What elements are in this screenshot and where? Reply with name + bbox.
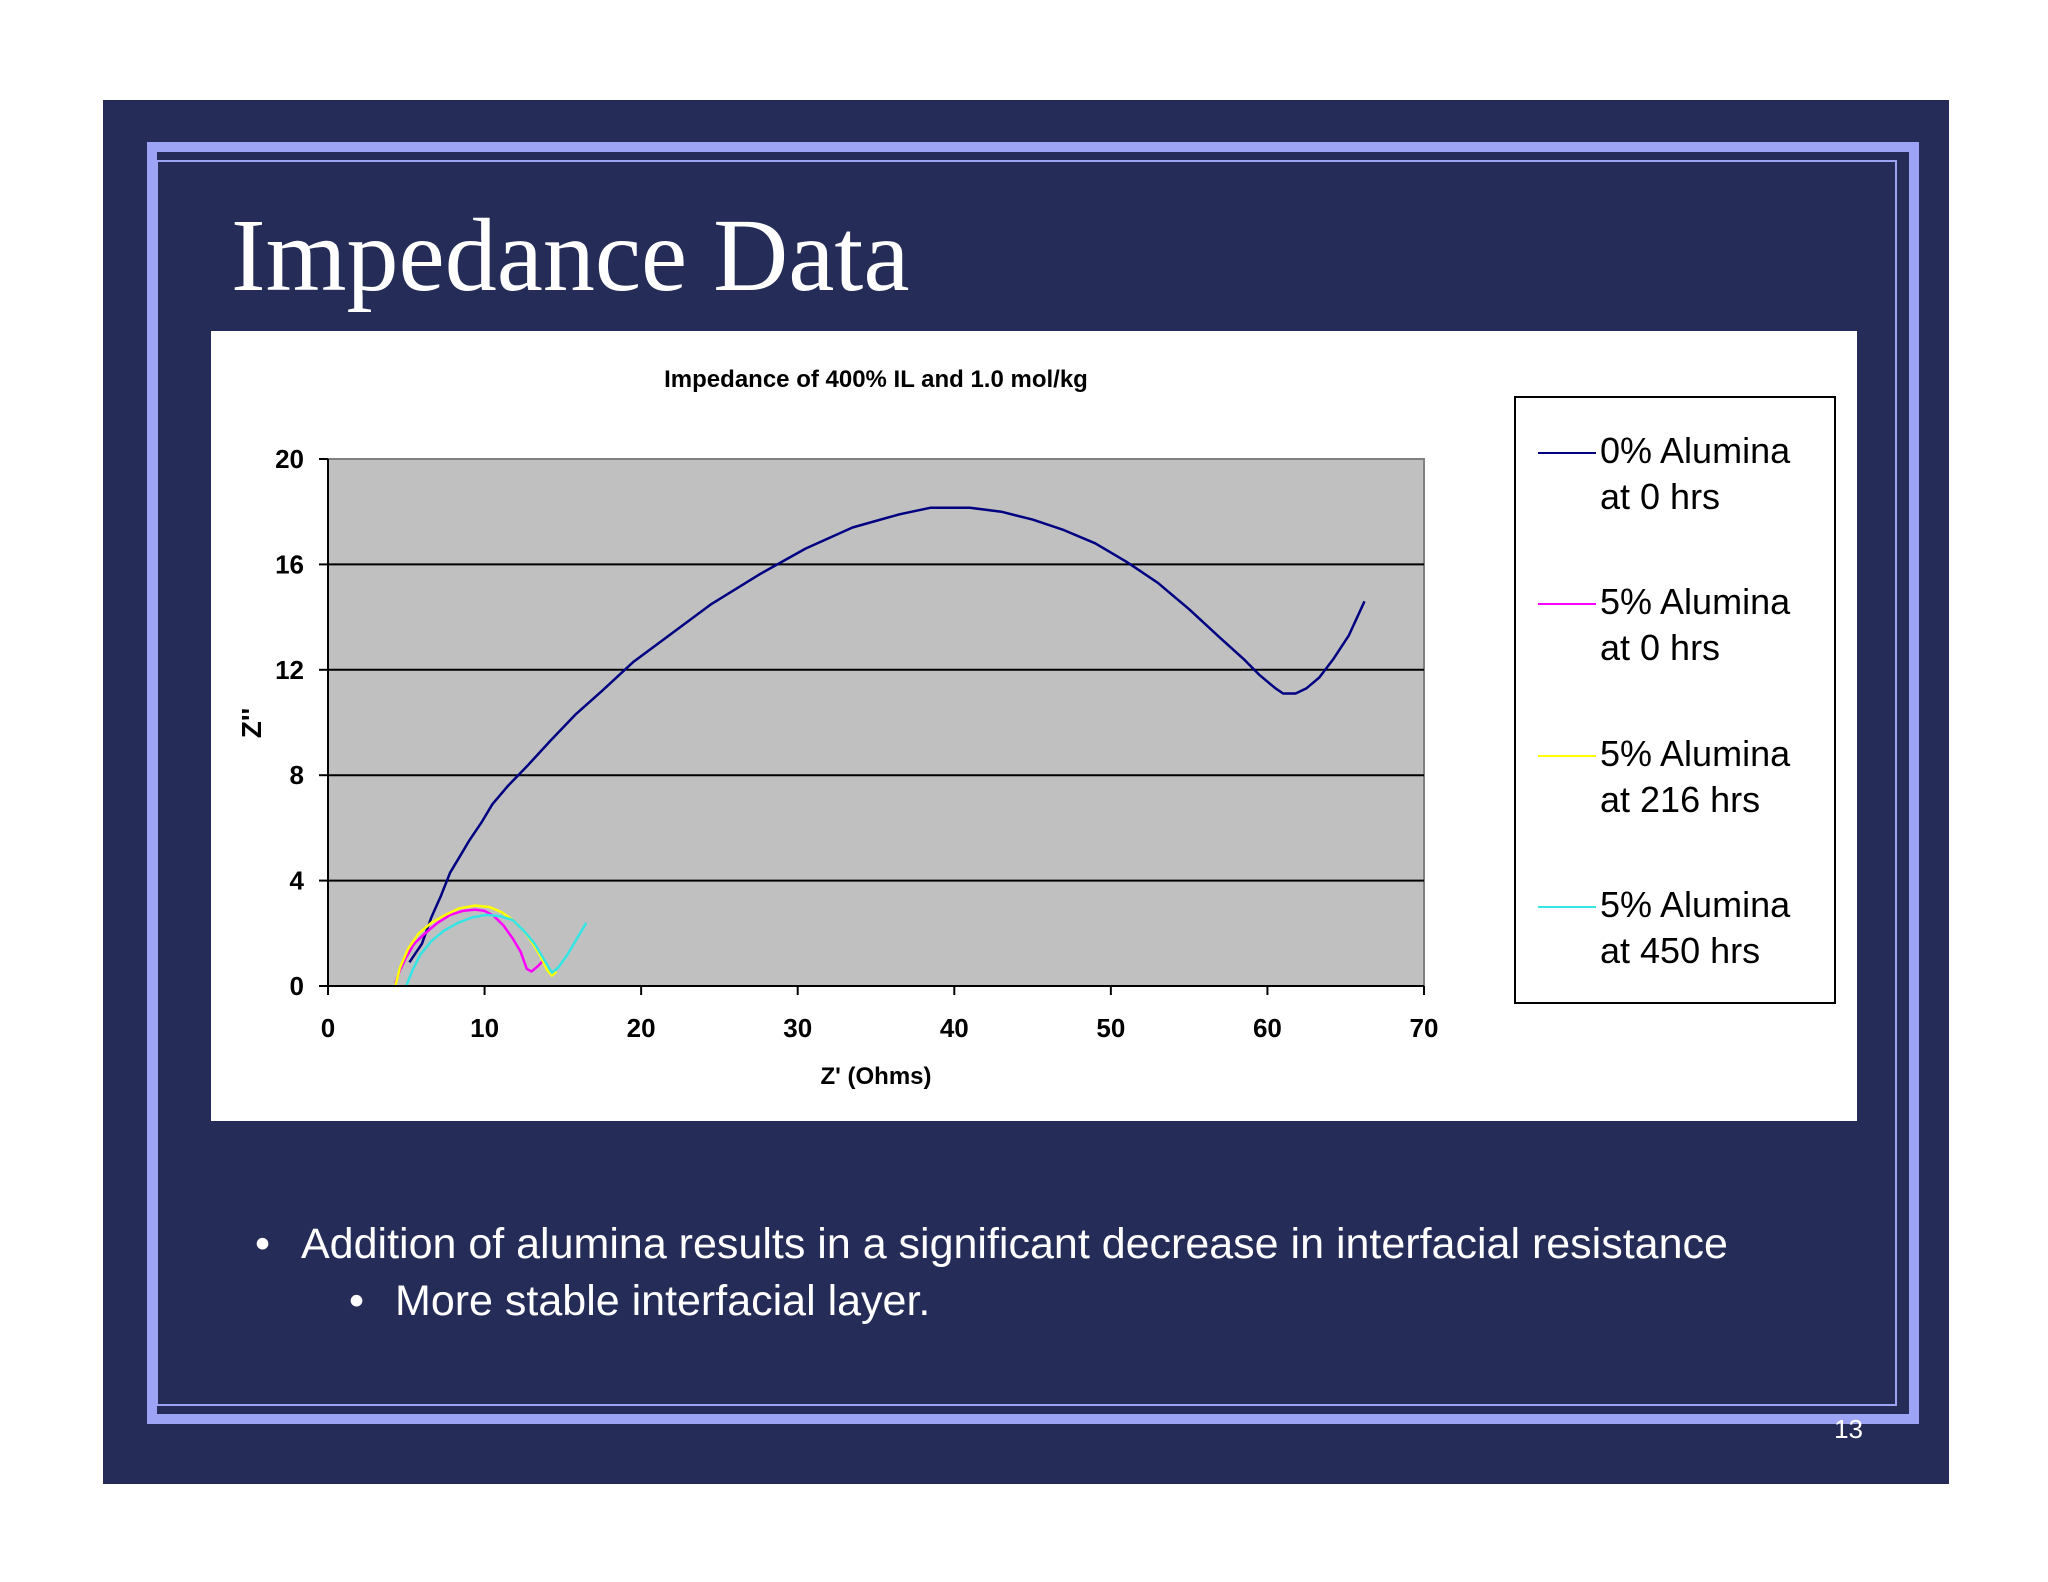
y-tick-label: 16 — [275, 549, 304, 579]
series-line — [408, 506, 1366, 963]
legend-swatch — [1538, 755, 1596, 757]
y-tick-label: 8 — [290, 760, 304, 790]
x-tick-label: 20 — [627, 1013, 656, 1043]
chart-panel: 0 10 20 30 40 50 60 70 0 4 8 12 16 20 Impedance of 40… — [211, 331, 1857, 1121]
slide-frame-outer — [147, 142, 1919, 1424]
tick-labels: 0 10 20 30 40 50 60 70 0 4 8 12 16 20 — [275, 444, 1438, 1043]
legend-swatch — [1538, 452, 1596, 454]
slide: Impedance Data 0 10 20 30 40 50 60 70 0 4 8 12 16 20 … — [103, 100, 1949, 1484]
legend-label: 5% Alumina at 0 hrs — [1600, 581, 1791, 668]
bullet-marker: • — [255, 1220, 271, 1268]
page-number: 13 — [1834, 1414, 1863, 1444]
series-line — [394, 904, 558, 987]
sub-bullet-item: • More stable interfacial layer. — [349, 1275, 930, 1327]
chart-title: Impedance of 400% IL and 1.0 mol/kg — [664, 366, 1088, 393]
series-line — [405, 913, 588, 987]
legend-label: 5% Alumina at 216 hrs — [1600, 733, 1791, 820]
plot-area — [327, 458, 1425, 987]
x-tick-label: 0 — [321, 1013, 335, 1043]
bullet-marker: • — [349, 1277, 365, 1325]
y-tick-label: 12 — [275, 655, 304, 685]
bullet-text: More stable interfacial layer. — [395, 1277, 931, 1325]
axes — [319, 458, 1425, 995]
y-tick-label: 20 — [275, 444, 304, 474]
y-tick-label: 0 — [290, 971, 304, 1001]
x-tick-label: 10 — [470, 1013, 499, 1043]
x-tick-label: 70 — [1410, 1013, 1439, 1043]
legend-label: 5% Alumina at 450 hrs — [1600, 884, 1791, 971]
impedance-chart: 0 10 20 30 40 50 60 70 0 4 8 12 16 20 Impedance of 40… — [236, 366, 1438, 1090]
legend-swatch — [1538, 603, 1596, 605]
legend-label: 0% Alumina at 0 hrs — [1600, 430, 1791, 517]
series-lines — [394, 506, 1366, 987]
x-tick-label: 30 — [783, 1013, 812, 1043]
y-axis-label: Z'' — [236, 708, 267, 738]
chart-legend: 0% Alumina at 0 hrs 5% Alumina at 0 hrs … — [1514, 396, 1836, 1004]
x-tick-label: 60 — [1253, 1013, 1282, 1043]
x-axis-label: Z' (Ohms) — [820, 1063, 931, 1090]
legend-swatch — [1538, 906, 1596, 908]
bullet-text: Addition of alumina results in a signifi… — [301, 1220, 1728, 1268]
slide-frame-inner — [156, 160, 1897, 1406]
y-tick-label: 4 — [290, 866, 305, 896]
series-line — [394, 908, 546, 984]
x-tick-label: 40 — [940, 1013, 969, 1043]
bullet-item: • Addition of alumina results in a signif… — [255, 1218, 1728, 1270]
slide-title: Impedance Data — [231, 198, 910, 313]
grid-lines — [328, 563, 1424, 882]
x-tick-label: 50 — [1096, 1013, 1125, 1043]
